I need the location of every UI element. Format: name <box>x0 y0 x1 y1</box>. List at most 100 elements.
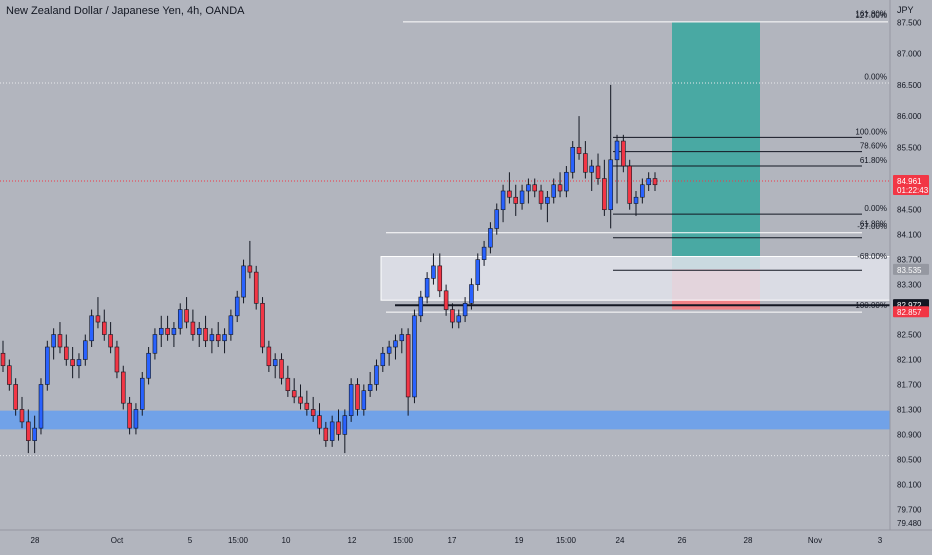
price-badge: 82.857 <box>893 306 929 318</box>
candle-body <box>386 346 392 354</box>
candle <box>361 384 367 416</box>
candle-body <box>83 340 88 360</box>
candle-body <box>443 290 449 310</box>
fib-label: 61.80% <box>860 220 887 229</box>
candle-body <box>121 371 126 404</box>
candle <box>640 178 645 204</box>
price-tick-label: 81.700 <box>897 380 922 389</box>
candle <box>564 166 569 198</box>
candle-body <box>139 377 145 410</box>
candle <box>355 378 360 416</box>
candle <box>399 328 405 354</box>
candle <box>633 190 639 216</box>
candle <box>329 415 335 447</box>
candle-body <box>557 184 563 192</box>
candle-body <box>102 321 107 335</box>
candle-body <box>190 321 196 335</box>
candle-body <box>114 346 120 373</box>
candle <box>177 303 183 335</box>
candle <box>165 315 170 341</box>
candle-body <box>203 327 208 342</box>
candle <box>95 297 101 329</box>
candle-body <box>640 184 645 198</box>
candle <box>513 184 519 216</box>
candle <box>424 272 430 304</box>
candle-body <box>399 334 405 342</box>
candle <box>158 315 164 348</box>
candle-body <box>450 309 455 323</box>
candle <box>443 284 449 316</box>
candle <box>494 203 500 235</box>
candle <box>304 390 310 416</box>
candle-body <box>0 352 6 367</box>
candle <box>557 172 563 198</box>
candle <box>317 403 322 435</box>
candle-body <box>608 159 613 211</box>
price-badge-label: 82.857 <box>897 308 922 317</box>
price-badge: 83.535 <box>893 263 929 275</box>
time-tick-label: 17 <box>448 536 457 545</box>
candle-body <box>481 246 487 260</box>
price-tick-label: 80.100 <box>897 480 922 489</box>
time-tick-label: 28 <box>744 536 753 545</box>
candle <box>475 253 481 291</box>
candle-body <box>614 140 620 161</box>
candle <box>152 328 158 360</box>
candle-body <box>323 427 329 441</box>
candle-body <box>247 265 253 273</box>
candle-body <box>7 365 12 385</box>
candle <box>102 309 107 341</box>
candle <box>19 396 25 429</box>
candle-body <box>76 359 82 367</box>
candle <box>602 159 607 216</box>
candle <box>570 141 575 179</box>
candle-body <box>89 315 94 342</box>
candle-body <box>488 228 493 248</box>
candle-body <box>165 327 170 335</box>
candle-body <box>209 334 215 342</box>
candle-body <box>519 190 525 204</box>
candle <box>190 309 196 341</box>
candle <box>38 378 44 435</box>
candle <box>241 259 246 304</box>
candle <box>298 384 303 410</box>
candle <box>0 340 6 372</box>
fib-label: 78.60% <box>860 142 887 151</box>
time-tick-label: 5 <box>188 536 193 545</box>
fib-label: 100.00% <box>855 127 887 136</box>
candle <box>32 415 37 454</box>
candle-body <box>38 384 44 429</box>
candle-body <box>367 384 373 391</box>
candle-body <box>342 415 348 435</box>
candle-body <box>424 278 430 298</box>
candle-body <box>291 390 297 398</box>
candle <box>500 184 506 223</box>
candle <box>526 178 531 204</box>
chart-title: New Zealand Dollar / Japanese Yen, 4h, O… <box>6 5 245 17</box>
candle-body <box>272 359 278 367</box>
candle-body <box>298 396 303 404</box>
candle <box>367 371 373 397</box>
candle-body <box>222 334 227 342</box>
candle-body <box>513 196 519 204</box>
candle <box>121 365 126 410</box>
candle <box>431 253 436 285</box>
candle <box>621 134 626 173</box>
candle <box>64 334 69 366</box>
candle-body <box>500 190 506 211</box>
price-badge-label: 83.535 <box>897 266 922 275</box>
fib-label: -68.00% <box>857 252 887 261</box>
candle-body <box>374 365 379 385</box>
candle-body <box>475 259 481 285</box>
candle <box>260 297 265 354</box>
candle <box>291 378 297 404</box>
time-tick-label: 15:00 <box>228 536 249 545</box>
candle-body <box>532 184 537 192</box>
candle-body <box>310 409 316 416</box>
candle-body <box>494 209 500 229</box>
price-tick-label: 83.300 <box>897 281 922 290</box>
candle-body <box>228 315 234 335</box>
